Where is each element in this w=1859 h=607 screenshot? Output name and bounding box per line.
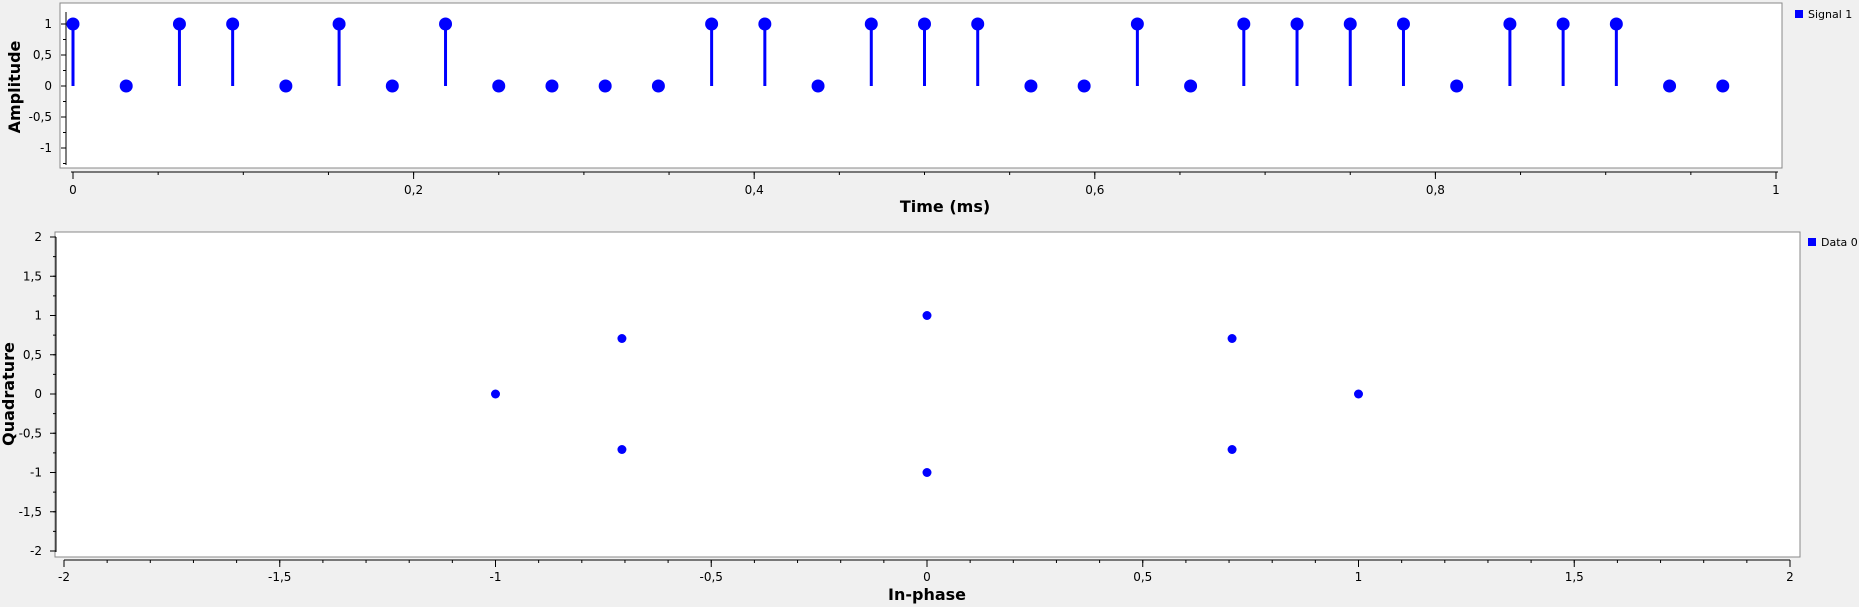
stem-marker	[1556, 17, 1570, 31]
stem-marker	[918, 17, 931, 31]
stem-marker	[1716, 79, 1730, 93]
time-plot-canvas[interactable]	[59, 2, 1783, 169]
constellation-x-tick-label: 0	[923, 570, 931, 584]
stem-marker	[864, 17, 878, 31]
constellation-point	[617, 334, 627, 344]
constellation-y-tick-label: 1	[34, 309, 42, 323]
stem-marker	[385, 79, 399, 93]
stem-marker	[1077, 79, 1091, 93]
stem-marker	[1237, 17, 1251, 31]
constellation-y-tick-label: 0,5	[23, 348, 42, 362]
time-x-tick-label: 1	[1772, 183, 1780, 197]
stem-marker	[1609, 17, 1623, 31]
stem-marker	[1024, 79, 1038, 93]
stem-marker	[545, 79, 559, 93]
stem-marker	[758, 17, 772, 31]
stem-marker	[598, 79, 612, 93]
stem-marker	[1503, 17, 1517, 31]
stem-marker	[1450, 79, 1464, 93]
stem-marker	[705, 17, 719, 31]
time-x-ticks: 0 0,2 0,4 0,6 0,8 1	[69, 172, 1780, 197]
constellation-points	[491, 311, 1363, 477]
stem-marker	[119, 79, 133, 93]
time-domain-chart[interactable]: 1 0,5 0 -0,5 -1 0 0,2 0,4 0,6 0,8 1 Time (ms) Amp…	[5, 2, 1852, 216]
time-x-axis-title: Time (ms)	[900, 197, 990, 216]
constellation-y-tick-label: -1	[30, 466, 42, 480]
constellation-point	[1354, 389, 1363, 399]
constellation-x-tick-label: 1,5	[1565, 570, 1584, 584]
stem-marker	[971, 17, 985, 31]
time-y-tick-label: 1	[44, 17, 52, 31]
stem-marker	[492, 79, 506, 93]
stem-marker	[332, 17, 346, 31]
constellation-legend[interactable]: Data 0	[1808, 236, 1858, 249]
stem-marker	[226, 17, 240, 31]
stem-marker	[172, 17, 186, 31]
constellation-y-tick-label: 0	[34, 387, 42, 401]
constellation-x-ticks: -2 -1,5 -1 -0,5 0 0,5 1 1,5 2	[58, 560, 1794, 584]
constellation-x-tick-label: -0,5	[700, 570, 723, 584]
time-x-tick-label: 0,4	[745, 183, 764, 197]
constellation-point	[491, 389, 500, 399]
time-y-tick-label: 0	[44, 79, 52, 93]
stem-marker	[1184, 79, 1198, 93]
constellation-y-tick-label: 1,5	[23, 269, 42, 283]
constellation-x-tick-label: 2	[1786, 570, 1794, 584]
stem-marker	[811, 79, 825, 93]
constellation-y-tick-label: -2	[30, 544, 42, 558]
stem-marker	[651, 79, 665, 93]
constellation-y-tick-label: -0,5	[19, 426, 42, 440]
constellation-x-tick-label: 1	[1355, 570, 1363, 584]
stem-marker	[66, 17, 80, 31]
time-x-tick-label: 0,6	[1085, 183, 1104, 197]
time-x-tick-label: 0,2	[404, 183, 423, 197]
constellation-plot-canvas[interactable]	[54, 231, 1801, 558]
stem-marker	[1343, 17, 1357, 31]
time-x-tick-label: 0,8	[1426, 183, 1445, 197]
stem-marker	[1396, 17, 1410, 31]
constellation-x-tick-label: -2	[58, 570, 70, 584]
time-y-tick-label: -1	[40, 141, 52, 155]
time-legend-label: Signal 1	[1808, 8, 1852, 21]
constellation-legend-label: Data 0	[1821, 236, 1858, 249]
stem-marker	[439, 17, 453, 31]
stem-marker	[1290, 17, 1304, 31]
constellation-x-tick-label: 0,5	[1133, 570, 1152, 584]
time-legend-swatch	[1795, 10, 1803, 18]
constellation-point	[922, 311, 932, 320]
constellation-x-tick-label: -1,5	[268, 570, 291, 584]
time-y-ticks: 1 0,5 0 -0,5 -1	[29, 17, 66, 164]
stem-marker	[279, 79, 293, 93]
constellation-y-axis-title: Quadrature	[0, 342, 18, 446]
constellation-chart[interactable]: 2 1,5 1 0,5 0 -0,5 -1 -1,5 -2 -2 -1,5 -1 -0,5 0 0,5 1 1…	[0, 230, 1858, 604]
time-y-tick-label: -0,5	[29, 110, 52, 124]
constellation-y-tick-label: -1,5	[19, 505, 42, 519]
constellation-point	[1227, 444, 1237, 454]
time-y-axis-title: Amplitude	[5, 40, 24, 133]
time-x-tick-label: 0	[69, 183, 77, 197]
constellation-y-ticks: 2 1,5 1 0,5 0 -0,5 -1 -1,5 -2	[19, 230, 56, 558]
stem-marker	[1130, 17, 1144, 31]
constellation-point	[922, 468, 932, 477]
stem-marker	[1663, 79, 1677, 93]
constellation-x-tick-label: -1	[490, 570, 502, 584]
constellation-x-axis-title: In-phase	[888, 585, 966, 604]
constellation-point	[617, 444, 627, 454]
constellation-legend-swatch	[1808, 238, 1816, 246]
constellation-point	[1227, 334, 1237, 344]
time-y-tick-label: 0,5	[33, 48, 52, 62]
time-legend[interactable]: Signal 1	[1795, 8, 1852, 21]
constellation-y-tick-label: 2	[34, 230, 42, 244]
time-series-marks	[66, 17, 1730, 93]
